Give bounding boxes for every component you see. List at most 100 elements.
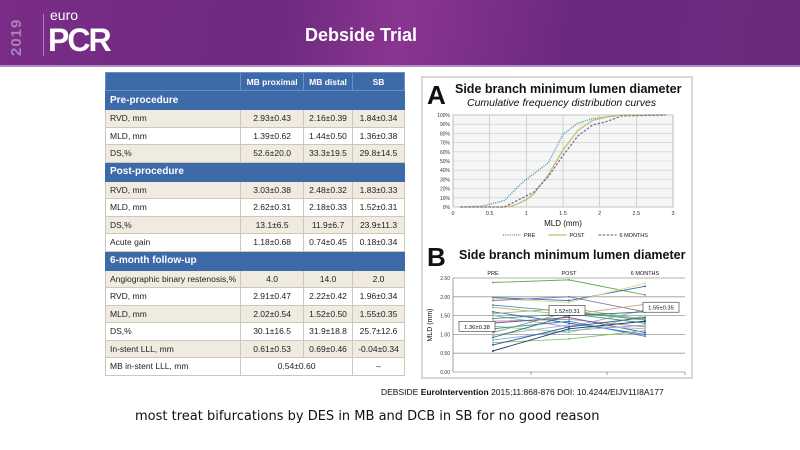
y-tick-label: 2.50 — [440, 276, 450, 282]
data-point — [492, 306, 494, 309]
patient-line — [492, 279, 646, 296]
row-label: MLD, mm — [104, 304, 242, 323]
data-point — [568, 322, 570, 325]
row-label: RVD, mm — [104, 180, 242, 199]
y-tick-label: 10% — [440, 196, 451, 202]
data-point — [644, 322, 646, 325]
cell-value: 31.9±18.8 — [303, 322, 354, 341]
data-point — [644, 282, 646, 285]
cell-value: 33.3±19.5 — [303, 144, 354, 163]
panel-b-title: Side branch minimum lumen diameter — [459, 248, 686, 262]
x-axis-label: MLD (mm) — [544, 219, 582, 228]
data-point — [644, 314, 646, 317]
cell-value: 2.62±0.31 — [240, 198, 305, 217]
cell-value: 2.91±0.47 — [240, 287, 305, 306]
cell-value: 0.74±0.45 — [303, 233, 354, 252]
row-label: MLD, mm — [104, 198, 242, 217]
slide-caption: most treat bifurcations by DES in MB and… — [135, 409, 600, 424]
y-tick-label: 1.00 — [440, 332, 450, 338]
column-header — [104, 72, 242, 91]
cell-value: 13.1±6.5 — [240, 215, 305, 234]
data-point — [568, 316, 570, 319]
table-row: Acute gain 1.18±0.68 0.74±0.45 0.18±0.34 — [104, 233, 405, 252]
cell-value: 1.96±0.34 — [352, 287, 405, 306]
y-axis-label: MLD (mm) — [427, 308, 434, 341]
cell-value: 1.36±0.38 — [352, 126, 405, 145]
mean-annotation: 1.52±0.31 — [554, 309, 580, 315]
header-banner — [0, 0, 800, 65]
reference-prefix: DEBSIDE — [381, 387, 421, 397]
cell-value: 0.54±0.60 — [240, 357, 354, 376]
data-point — [644, 331, 646, 334]
section-title: 6-month follow-up — [105, 250, 405, 271]
data-point — [644, 293, 646, 296]
table-row: MB in-stent LLL, mm 0.54±0.60– — [104, 357, 405, 376]
chart-a: 0% 10% 20% 30% 40% 50% 60% 70% 80% 90% 100% 0 0.5 1 1.… — [437, 113, 674, 239]
cell-value: 25.7±12.6 — [352, 322, 405, 341]
cell-value: -0.04±0.34 — [352, 339, 405, 358]
x-tick-label: 1 — [525, 211, 528, 217]
data-point — [492, 304, 494, 307]
x-tick-label: 2 — [598, 211, 601, 217]
data-point — [492, 331, 494, 334]
data-point — [568, 327, 570, 330]
data-point — [644, 316, 646, 319]
legend-label: PRE — [524, 233, 536, 239]
x-tick-label: 0 — [451, 211, 454, 217]
data-point — [568, 318, 570, 321]
data-point — [568, 278, 570, 281]
y-tick-label: 2.00 — [440, 295, 450, 301]
data-point — [492, 336, 494, 339]
table-row: MLD, mm 2.62±0.31 2.18±0.33 1.52±0.31 — [104, 198, 405, 217]
data-point — [568, 301, 570, 304]
table-row: DS,% 13.1±6.5 11.9±6.7 23.9±11.3 — [104, 215, 405, 234]
cell-value: 4.0 — [240, 269, 305, 288]
cell-value: 2.48±0.32 — [303, 180, 354, 199]
data-point — [492, 341, 494, 344]
cell-value: 14.0 — [303, 269, 354, 288]
cell-value: 1.52±0.31 — [352, 198, 405, 217]
cell-value: 0.18±0.34 — [352, 233, 405, 252]
row-label: MB in-stent LLL, mm — [104, 357, 242, 376]
data-point — [568, 337, 570, 340]
header-divider — [0, 65, 800, 67]
row-label: DS,% — [104, 215, 242, 234]
cell-value: 0.61±0.53 — [240, 339, 305, 358]
table-row: In-stent LLL, mm 0.61±0.53 0.69±0.46 -0.04±… — [104, 339, 405, 358]
reference-journal: EuroIntervention — [420, 387, 489, 397]
series-line-post — [460, 114, 666, 208]
y-tick-label: 90% — [440, 122, 451, 128]
logo-euro: euro — [50, 7, 79, 23]
cell-value: 23.9±11.3 — [352, 215, 405, 234]
data-point — [492, 297, 494, 300]
y-tick-label: 0.00 — [440, 370, 450, 376]
logo-pcr: PCR — [48, 22, 112, 58]
reference-details: 2015;11:868-876 DOI: 10.4244/EIJV11I8A17… — [488, 387, 664, 397]
cell-value: 52.6±20.0 — [240, 144, 305, 163]
data-point — [568, 299, 570, 302]
cell-value: 1.44±0.50 — [303, 126, 354, 145]
data-point — [644, 329, 646, 332]
table-row: RVD, mm 3.03±0.38 2.48±0.32 1.83±0.33 — [104, 180, 405, 199]
data-point — [644, 335, 646, 338]
cell-value: 30.1±16.5 — [240, 322, 305, 341]
column-header: MB distal — [303, 72, 354, 91]
cell-value: 2.16±0.39 — [303, 109, 354, 128]
row-label: RVD, mm — [104, 109, 242, 128]
slide-title: Debside Trial — [305, 25, 418, 45]
data-point — [644, 325, 646, 328]
y-tick-label: 50% — [440, 159, 451, 165]
data-point — [492, 312, 494, 315]
section-header-row: 6-month follow-up — [105, 250, 405, 271]
logo-year: 2019 — [8, 18, 25, 56]
data-point — [644, 320, 646, 323]
cell-value: 1.39±0.62 — [240, 126, 305, 145]
cell-value: 1.83±0.33 — [352, 180, 405, 199]
cell-value: 0.69±0.46 — [303, 339, 354, 358]
x-tick-label: 1.5 — [559, 211, 567, 217]
section-header-row: Post-procedure — [105, 161, 405, 182]
mean-annotation: 1.55±0.35 — [648, 306, 674, 312]
data-point — [568, 325, 570, 328]
mean-annotation-box — [548, 305, 586, 316]
data-point — [644, 285, 646, 288]
